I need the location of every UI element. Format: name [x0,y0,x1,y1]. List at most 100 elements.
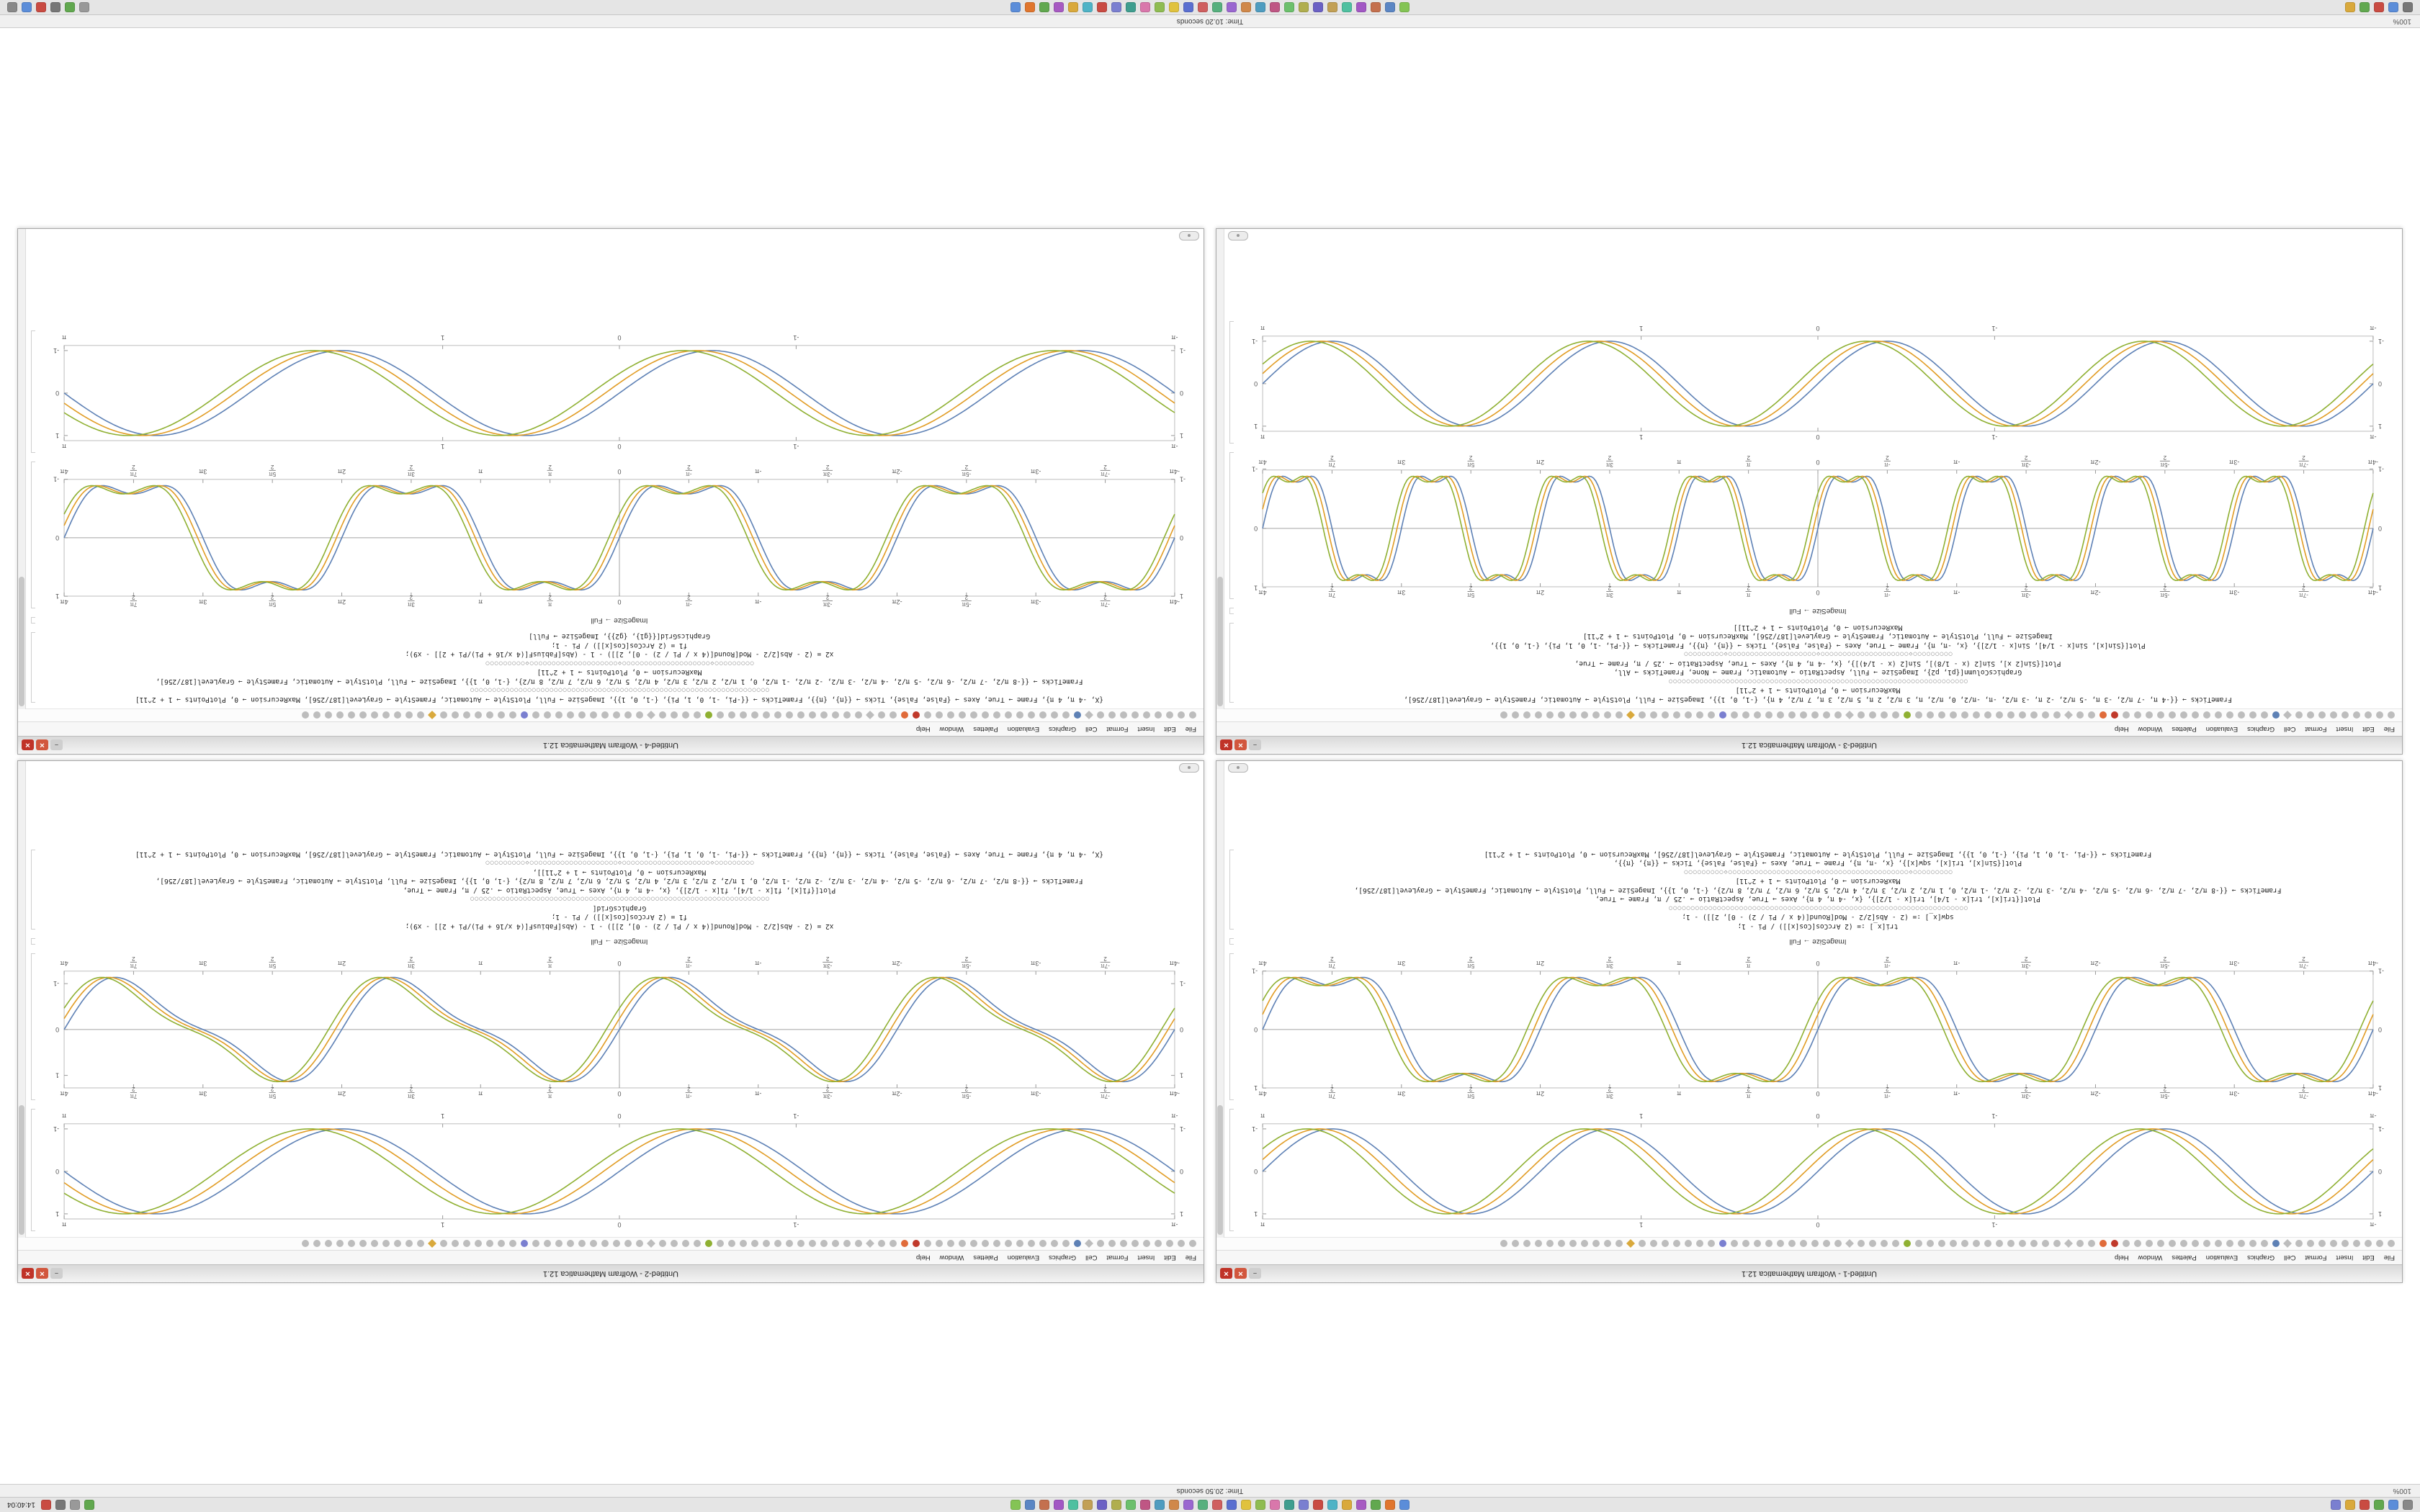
toolbar-button[interactable] [1869,711,1876,719]
toolbar-button[interactable] [1869,1240,1876,1248]
toolbar-button[interactable] [555,1240,563,1248]
app-icon[interactable] [1155,1500,1165,1510]
toolbar-button[interactable] [1650,1240,1657,1248]
toolbar-button[interactable] [2099,711,2107,719]
app-icon[interactable] [1284,1500,1294,1510]
toolbar-button[interactable] [993,1240,1000,1248]
toolbar-button[interactable] [797,1240,805,1248]
menu-window[interactable]: Window [939,725,964,733]
toolbar-button[interactable] [1731,711,1738,719]
toolbar-button[interactable] [1028,711,1035,719]
toolbar-button[interactable] [2169,711,2176,719]
toolbar-button[interactable] [440,1240,447,1248]
toolbar-button[interactable] [624,711,632,719]
toolbar-button[interactable] [913,711,920,719]
menu-format[interactable]: Format [2305,725,2327,733]
toolbar-button[interactable] [1097,1240,1104,1248]
toolbar-button[interactable] [959,1240,966,1248]
app-icon[interactable] [2388,1500,2398,1510]
toolbar-button[interactable] [1881,711,1888,719]
toolbar-button[interactable] [1546,1240,1554,1248]
app-icon[interactable] [1169,2,1179,12]
toolbar-button[interactable] [1592,1240,1600,1248]
app-icon[interactable] [79,2,89,12]
toolbar-button[interactable] [2249,1240,2257,1248]
toolbar-button[interactable] [2192,711,2199,719]
menu-format[interactable]: Format [2305,1254,2327,1261]
toolbar-button[interactable] [1143,1240,1150,1248]
toolbar-button[interactable] [2341,711,2349,719]
toolbar-button[interactable] [509,711,516,719]
toolbar-button[interactable] [405,1240,413,1248]
menu-help[interactable]: Help [916,725,931,733]
toolbar-button[interactable] [1857,711,1865,719]
toolbar-button[interactable] [1719,1240,1726,1248]
toolbar-button[interactable] [325,711,332,719]
app-icon[interactable] [1054,2,1064,12]
app-icon[interactable] [2374,2,2384,12]
toolbar-button[interactable] [590,711,597,719]
maximize-button[interactable]: ✕ [1234,739,1247,751]
toolbar-button[interactable] [728,711,735,719]
toolbar-button[interactable] [2318,711,2326,719]
toolbar-button[interactable] [1028,1240,1035,1248]
toolbar-button[interactable] [763,711,770,719]
app-icon[interactable] [1241,1500,1251,1510]
toolbar-button[interactable] [2261,711,2268,719]
toolbar-button[interactable] [325,1240,332,1248]
toolbar-button[interactable] [901,1240,908,1248]
close-button[interactable]: ✕ [1220,1268,1232,1279]
app-icon[interactable] [2403,2,2413,12]
toolbar-button[interactable] [924,1240,931,1248]
close-button[interactable]: ✕ [1220,739,1232,751]
toolbar-button[interactable] [1765,711,1773,719]
app-icon[interactable] [2345,2,2355,12]
minimize-button[interactable]: – [50,1268,63,1279]
app-icon[interactable] [1255,2,1265,12]
toolbar-button[interactable] [2295,1240,2303,1248]
toolbar-button[interactable] [1062,711,1070,719]
toolbar-button[interactable] [348,711,355,719]
toolbar-button[interactable] [1777,1240,1784,1248]
toolbar-button[interactable] [1961,1240,1968,1248]
toolbar-button[interactable] [1662,711,1669,719]
toolbar-button[interactable] [313,1240,321,1248]
toolbar-button[interactable] [682,711,689,719]
toolbar-button[interactable] [659,1240,666,1248]
toolbar-button[interactable] [1178,1240,1185,1248]
toolbar-button[interactable] [1823,711,1830,719]
app-icon[interactable] [1299,1500,1309,1510]
toolbar-button[interactable] [1074,711,1081,719]
app-icon[interactable] [1140,2,1150,12]
toolbar-button[interactable] [382,1240,390,1248]
toolbar-button[interactable] [1500,1240,1507,1248]
toolbar-button[interactable] [2282,1239,2293,1248]
toolbar-button[interactable] [1016,711,1023,719]
toolbar-button[interactable] [1155,1240,1162,1248]
toolbar-button[interactable] [2180,1240,2187,1248]
toolbar-button[interactable] [601,1240,609,1248]
toolbar-button[interactable] [2318,1240,2326,1248]
toolbar-button[interactable] [843,1240,851,1248]
toolbar-button[interactable] [1604,1240,1611,1248]
minimize-button[interactable]: – [1249,1268,1261,1279]
menu-file[interactable]: File [1185,725,1196,733]
app-icon[interactable] [1399,2,1410,12]
scrollbar[interactable] [1216,761,1224,1238]
app-icon[interactable] [1313,1500,1323,1510]
toolbar-button[interactable] [1811,1240,1819,1248]
toolbar-button[interactable] [567,711,574,719]
menu-help[interactable]: Help [2115,725,2129,733]
scrollbar-thumb[interactable] [1217,577,1223,706]
toolbar-button[interactable] [2295,711,2303,719]
menu-insert[interactable]: Insert [1137,725,1155,733]
toolbar-button[interactable] [2180,711,2187,719]
toolbar-button[interactable] [820,711,828,719]
toolbar-button[interactable] [532,711,539,719]
scrollbar-thumb[interactable] [19,1105,24,1235]
toolbar-button[interactable] [1845,711,1855,720]
toolbar-button[interactable] [2123,1240,2130,1248]
toolbar-button[interactable] [705,1240,712,1248]
toolbar-button[interactable] [302,711,309,719]
toolbar-button[interactable] [1834,1240,1842,1248]
